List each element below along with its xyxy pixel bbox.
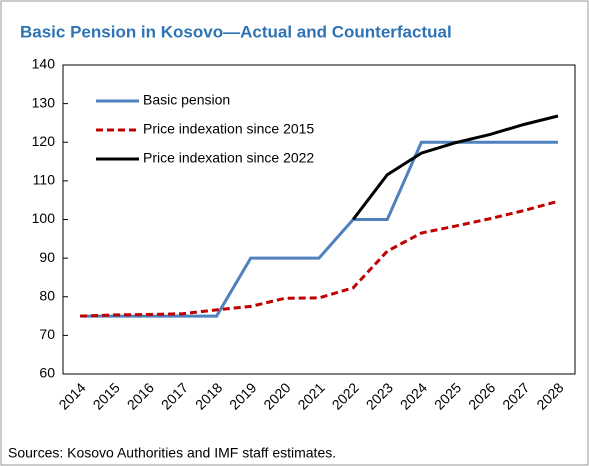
y-tick-label: 80 — [39, 287, 55, 303]
y-tick-label: 110 — [33, 172, 56, 188]
y-tick-label: 140 — [32, 56, 56, 72]
y-tick-label: 60 — [39, 365, 55, 381]
legend-label: Basic pension — [143, 92, 230, 108]
legend-label: Price indexation since 2015 — [143, 121, 314, 137]
series-line — [80, 140, 558, 318]
y-tick-label: 100 — [32, 210, 56, 226]
series-line — [351, 114, 559, 221]
chart-title: Basic Pension in Kosovo—Actual and Count… — [20, 22, 452, 41]
y-tick-label: 130 — [32, 94, 56, 110]
legend-label: Price indexation since 2022 — [143, 150, 314, 166]
y-tick-label: 90 — [39, 249, 55, 265]
y-tick-label: 120 — [32, 133, 56, 149]
y-tick-label: 70 — [39, 326, 55, 342]
series-line — [80, 199, 559, 318]
source-note: Sources: Kosovo Authorities and IMF staf… — [8, 445, 336, 461]
